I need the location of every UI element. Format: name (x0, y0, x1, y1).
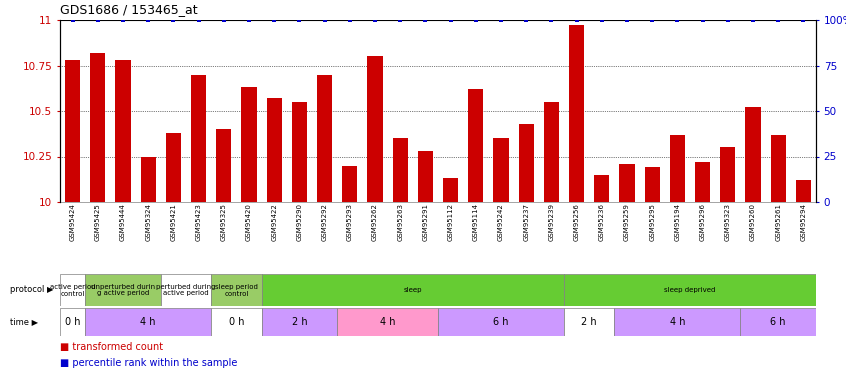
Bar (519, 124, 534, 202)
Text: perturbed during
active period: perturbed during active period (157, 284, 216, 297)
Text: 0 h: 0 h (228, 317, 244, 327)
Bar (317, 75, 332, 202)
Bar (695, 162, 710, 202)
Text: 4 h: 4 h (380, 317, 395, 327)
Text: 6 h: 6 h (493, 317, 508, 327)
Text: 0 h: 0 h (65, 317, 80, 327)
Bar (796, 180, 811, 202)
Bar (745, 107, 761, 202)
Bar (241, 87, 256, 202)
Text: 4 h: 4 h (140, 317, 156, 327)
Bar (614, 308, 740, 336)
Bar (438, 308, 564, 336)
Bar (266, 98, 282, 202)
Bar (594, 175, 609, 202)
Bar (564, 274, 816, 306)
Bar (60, 308, 85, 336)
Bar (115, 60, 130, 202)
Text: unperturbed durin
g active period: unperturbed durin g active period (91, 284, 155, 297)
Bar (140, 156, 156, 202)
Bar (85, 274, 161, 306)
Text: 2 h: 2 h (581, 317, 597, 327)
Text: 2 h: 2 h (292, 317, 307, 327)
Text: ■ percentile rank within the sample: ■ percentile rank within the sample (60, 358, 238, 368)
Bar (217, 129, 231, 202)
Text: 4 h: 4 h (670, 317, 685, 327)
Bar (645, 167, 660, 202)
Bar (191, 75, 206, 202)
Text: sleep period
control: sleep period control (215, 284, 258, 297)
Bar (418, 151, 433, 202)
Bar (720, 147, 735, 202)
Bar (740, 308, 816, 336)
Bar (569, 26, 584, 202)
Bar (619, 164, 634, 202)
Text: GDS1686 / 153465_at: GDS1686 / 153465_at (60, 3, 198, 16)
Bar (670, 135, 685, 202)
Text: protocol ▶: protocol ▶ (10, 285, 53, 294)
Bar (393, 138, 408, 202)
Bar (65, 60, 80, 202)
Bar (544, 102, 559, 202)
Bar (443, 178, 459, 202)
Text: 6 h: 6 h (771, 317, 786, 327)
Bar (261, 308, 338, 336)
Bar (85, 308, 212, 336)
Text: active period
control: active period control (50, 284, 96, 297)
Text: time ▶: time ▶ (10, 318, 38, 327)
Text: ■ transformed count: ■ transformed count (60, 342, 163, 352)
Text: sleep: sleep (404, 287, 422, 293)
Bar (91, 53, 106, 202)
Bar (771, 135, 786, 202)
Bar (343, 166, 357, 202)
Bar (468, 89, 483, 202)
Bar (60, 274, 85, 306)
Bar (493, 138, 508, 202)
Bar (166, 133, 181, 202)
Bar (338, 308, 438, 336)
Bar (292, 102, 307, 202)
Bar (212, 308, 261, 336)
Bar (564, 308, 614, 336)
Bar (261, 274, 564, 306)
Bar (367, 56, 382, 202)
Bar (161, 274, 212, 306)
Text: sleep deprived: sleep deprived (664, 287, 716, 293)
Bar (212, 274, 261, 306)
